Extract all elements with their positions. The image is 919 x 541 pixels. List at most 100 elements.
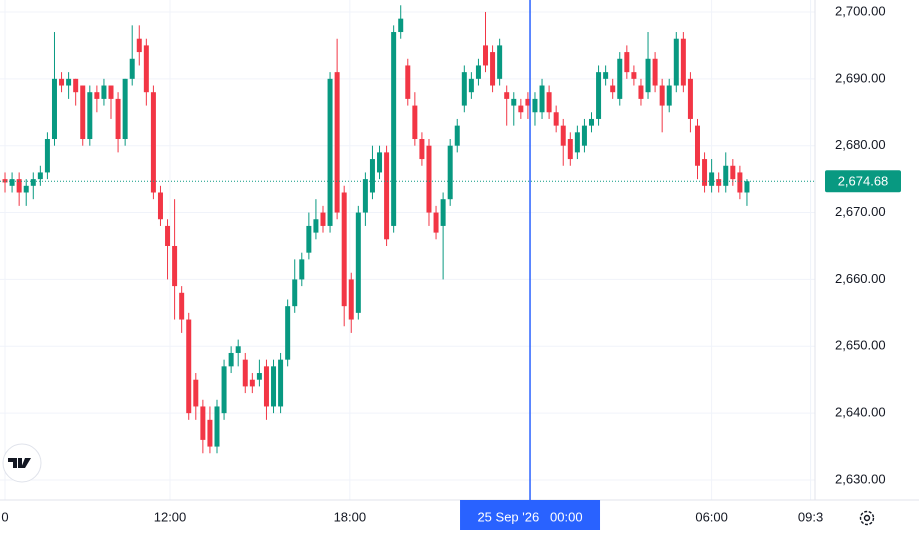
candle-body (179, 292, 185, 320)
candle-body (369, 159, 375, 193)
candle-body (9, 179, 15, 186)
candle-body (631, 72, 637, 79)
candle-body (334, 72, 340, 213)
y-tick-label: 2,660.00 (835, 271, 886, 286)
candle-body (560, 125, 566, 146)
candle-body (694, 125, 700, 166)
last-price-label: 2,674.68 (838, 174, 889, 189)
candle-body (200, 406, 206, 440)
candle-body (80, 85, 86, 140)
candle-body (730, 165, 736, 180)
candle-body (440, 199, 446, 226)
candle-body (193, 379, 199, 407)
logo-mark (8, 458, 31, 468)
candle-body (659, 85, 665, 106)
crosshair-box (460, 500, 601, 530)
candle-body (709, 172, 715, 186)
candle-body (355, 212, 361, 313)
logo[interactable] (2, 443, 42, 483)
candle-body (108, 85, 114, 99)
candle-body (666, 85, 672, 106)
candle-body (214, 406, 220, 447)
candle-body (454, 125, 460, 146)
candle-body (320, 212, 326, 226)
candle-body (511, 98, 517, 106)
candle-body (461, 72, 467, 106)
candle-body (129, 58, 135, 79)
candle-body (51, 78, 57, 140)
candle-body (744, 181, 750, 193)
candle-body (680, 38, 686, 86)
candle-body (150, 92, 156, 193)
candle-body (313, 219, 319, 233)
candle-body (66, 78, 72, 86)
gear-center (863, 514, 871, 522)
y-tick-label: 2,700.00 (835, 3, 886, 18)
candle-body (73, 78, 79, 93)
candle-body (673, 38, 679, 86)
candle-body (398, 18, 404, 33)
candle-body (341, 192, 347, 307)
x-tick-label: 0 (1, 509, 8, 524)
candle-body (235, 346, 241, 353)
candle-body (30, 179, 36, 186)
candle-body (596, 72, 602, 119)
candle-body (539, 85, 545, 113)
crosshair-label: 25 Sep '26 00:00 (477, 509, 582, 524)
candle-body (165, 225, 171, 246)
candle-body (285, 306, 291, 360)
candle-body (426, 145, 432, 213)
candle-body (546, 92, 552, 113)
candle-body (271, 366, 277, 407)
candle-body (475, 65, 481, 79)
candle-body (687, 78, 693, 119)
y-tick-label: 2,640.00 (835, 405, 886, 420)
x-tick-label: 09:3 (798, 509, 823, 524)
candle-body (468, 78, 474, 93)
gear (859, 510, 875, 526)
candle-body (525, 98, 531, 106)
candle-body (419, 139, 425, 160)
overlay: 2,674.68 25 Sep '26 00:00 (0, 0, 901, 530)
candle-body (143, 45, 149, 93)
candle-body (242, 359, 248, 387)
candle-body (101, 85, 107, 99)
y-tick-label: 2,690.00 (835, 70, 886, 85)
candle-body (483, 45, 489, 66)
candle-body (589, 118, 595, 126)
x-tick-label: 12:00 (154, 509, 187, 524)
candle-body (645, 58, 651, 93)
candle-body (263, 366, 269, 407)
candle-body (186, 319, 192, 414)
candle-body (391, 32, 397, 226)
candle-body (504, 92, 510, 99)
candle-body (737, 172, 743, 193)
candle-body (497, 45, 503, 79)
candle-body (490, 52, 496, 86)
y-tick-label: 2,650.00 (835, 338, 886, 353)
candle-body (617, 58, 623, 99)
candle-body (362, 179, 368, 213)
candle-body (412, 105, 418, 140)
candle-body (278, 359, 284, 407)
candle-body (37, 172, 43, 180)
candle-body (94, 92, 100, 99)
candle-body (433, 212, 439, 233)
candle-body (87, 92, 93, 140)
candle-body (327, 78, 333, 226)
last-price-box (825, 170, 901, 193)
candle-body (136, 38, 142, 53)
candle-body (172, 245, 178, 287)
candle-body (532, 98, 538, 113)
candle-body (2, 179, 8, 183)
candles (2, 5, 750, 454)
candle-body (624, 52, 630, 73)
candle-body (652, 58, 658, 86)
candle-body (249, 379, 255, 387)
candle-body (567, 139, 573, 160)
settings-icon[interactable] (859, 510, 875, 526)
candle-body (16, 179, 22, 193)
candle-body (157, 192, 163, 220)
x-tick-label: 06:00 (695, 509, 728, 524)
